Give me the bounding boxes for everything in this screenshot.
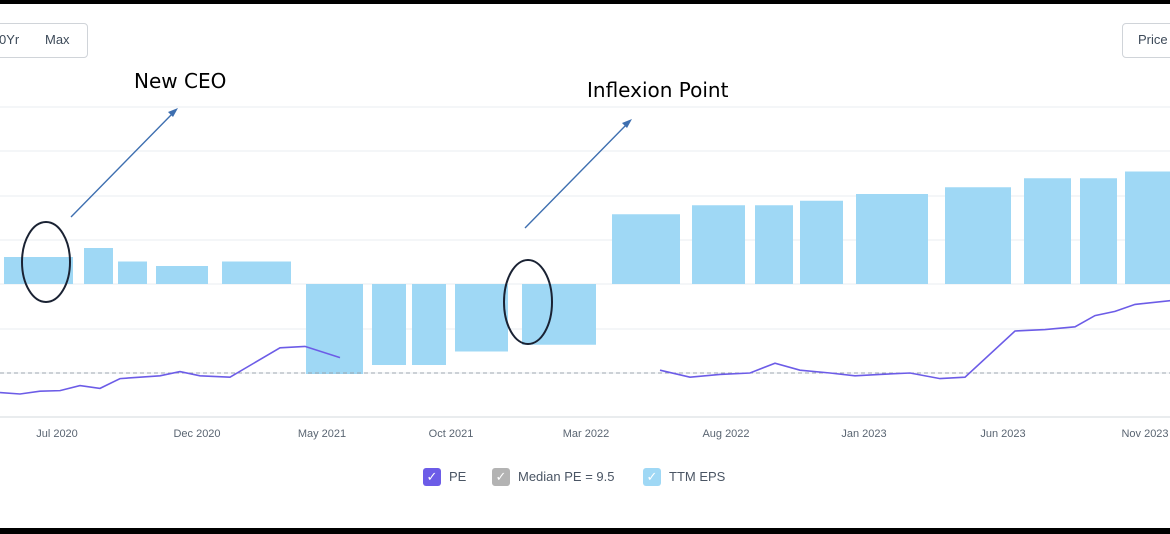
checkbox-checked-icon[interactable]: ✓ (492, 468, 510, 486)
eps-bar (692, 205, 745, 284)
x-tick-label: Jun 2023 (980, 428, 1025, 440)
annotation-arrow (524, 122, 629, 229)
eps-bar (156, 266, 208, 284)
eps-bar (1024, 178, 1071, 284)
arrowhead-icon (168, 108, 178, 117)
chart-legend: ✓ PE ✓ Median PE = 9.5 ✓ TTM EPS (0, 467, 1170, 489)
x-tick-label: Jan 2023 (841, 428, 886, 440)
annotation-new-ceo: New CEO (134, 69, 227, 93)
time-range-group[interactable]: 0Yr Max (0, 23, 88, 58)
annotation-arrow (70, 111, 175, 218)
x-tick-label: Jul 2020 (36, 428, 78, 440)
x-tick-label: Mar 2022 (563, 428, 609, 440)
eps-bar (4, 257, 73, 284)
range-10yr-button[interactable]: 0Yr (0, 32, 20, 47)
range-max-button[interactable]: Max (45, 32, 70, 47)
eps-bar (455, 284, 508, 352)
eps-bar (755, 205, 793, 284)
eps-bar (412, 284, 446, 365)
x-tick-label: Nov 2023 (1121, 428, 1168, 440)
annotation-ellipse (21, 221, 71, 303)
eps-bar (118, 261, 147, 284)
annotation-inflexion-point: Inflexion Point (587, 78, 729, 102)
eps-bar (84, 248, 113, 284)
price-button[interactable]: Price (1122, 23, 1170, 58)
eps-bar (522, 284, 596, 345)
eps-bar (856, 194, 928, 284)
eps-bar (222, 261, 291, 284)
eps-bar (306, 284, 363, 374)
checkbox-checked-icon[interactable]: ✓ (423, 468, 441, 486)
eps-bar (1125, 171, 1170, 284)
checkbox-checked-icon[interactable]: ✓ (643, 468, 661, 486)
pe-line (659, 299, 1170, 380)
legend-label-ttm-eps: TTM EPS (669, 469, 726, 484)
eps-bar (1080, 178, 1117, 284)
eps-bar (612, 214, 680, 284)
x-tick-label: Dec 2020 (173, 428, 220, 440)
annotation-ellipse (503, 259, 553, 345)
price-button-label: Price (1138, 32, 1168, 47)
legend-label-pe: PE (449, 469, 467, 484)
arrowhead-icon (622, 119, 632, 128)
pe-line (0, 345, 341, 395)
eps-bar (372, 284, 406, 365)
x-tick-label: May 2021 (298, 428, 346, 440)
eps-bar (945, 187, 1011, 284)
legend-label-median-pe: Median PE = 9.5 (518, 469, 615, 484)
x-tick-label: Oct 2021 (429, 428, 474, 440)
eps-bar (800, 200, 843, 284)
x-tick-label: Aug 2022 (702, 428, 749, 440)
